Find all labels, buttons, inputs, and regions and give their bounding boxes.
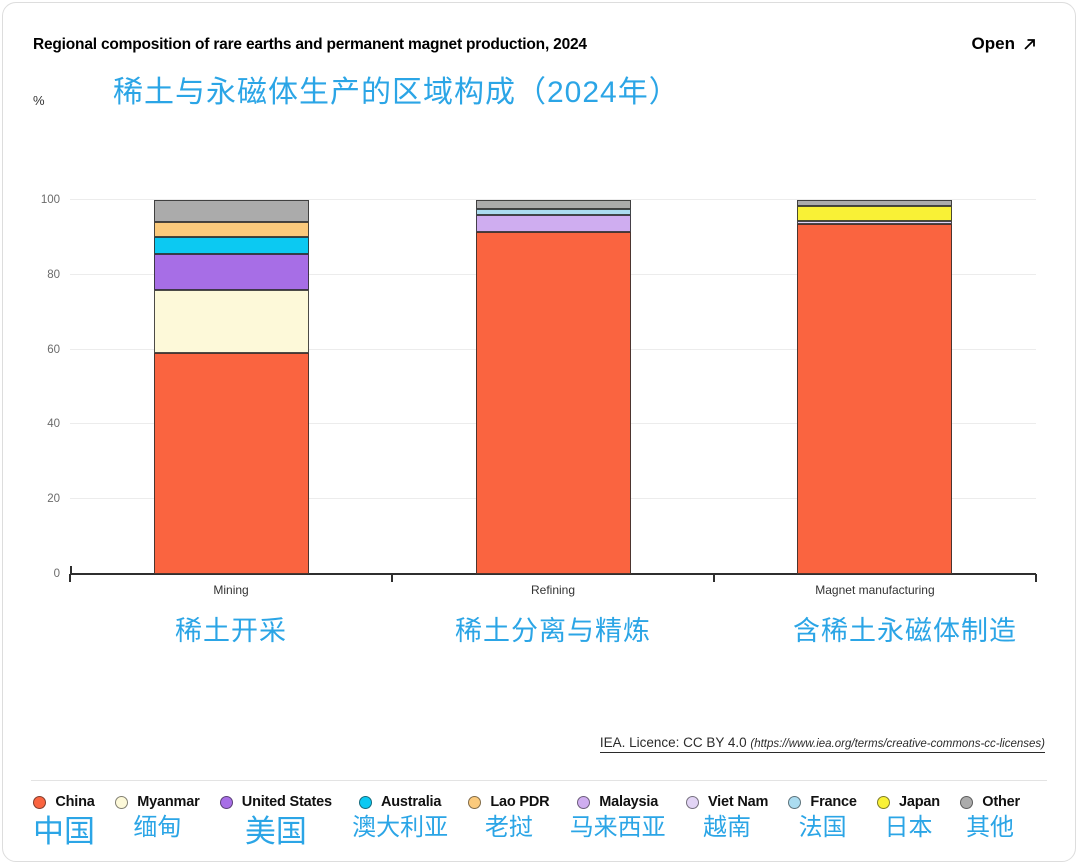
legend-item-japan[interactable]: Japan 日本	[877, 794, 940, 841]
x-axis-tick	[390, 574, 393, 582]
legend-label-zh: 法国	[798, 814, 847, 841]
legend-item-myanmar[interactable]: Myanmar 缅甸	[115, 794, 200, 841]
licence-note[interactable]: IEA. Licence: CC BY 4.0 (https://www.iea…	[599, 735, 1045, 753]
y-axis-tick-label: 60	[47, 343, 60, 356]
x-category-label-zh: 稀土分离与精炼	[455, 616, 651, 646]
legend-label-zh: 澳大利亚	[352, 814, 449, 841]
legend-dot-icon	[359, 795, 372, 809]
legend-row: Other	[960, 794, 1020, 810]
legend-dot-icon	[219, 795, 233, 809]
legend-dot-icon	[577, 795, 591, 809]
bar-segment-other[interactable]	[797, 200, 953, 206]
x-category-label-zh: 稀土开采	[175, 616, 288, 646]
legend-label: Malaysia	[599, 794, 659, 810]
y-axis-unit-label: %	[33, 93, 45, 108]
bar-segment-united-states[interactable]	[153, 254, 309, 290]
bar-segment-lao-pdr[interactable]	[153, 222, 309, 238]
bar-segment-other[interactable]	[475, 200, 631, 210]
legend-label-zh: 越南	[703, 814, 752, 841]
open-button[interactable]: Open	[966, 33, 1043, 55]
legend-label: Australia	[381, 794, 442, 810]
bar-magnet-manufacturing	[797, 200, 953, 574]
legend-label-zh: 马来西亚	[569, 814, 666, 841]
legend-label: China	[55, 794, 95, 810]
gridline-100	[70, 199, 1036, 200]
bar-segment-china[interactable]	[153, 353, 309, 574]
legend-label: Japan	[899, 794, 940, 810]
legend-dot-icon	[788, 795, 802, 809]
x-category-label-zh: 含稀土永磁体制造	[792, 616, 1017, 646]
x-category-label: Refining	[530, 583, 576, 597]
legend-item-other[interactable]: Other 其他	[960, 794, 1020, 841]
legend-label: Lao PDR	[490, 794, 550, 810]
plot-area: 0 20 40 60 80 100 Mining 稀土开采 Refining 稀土分离与精炼 Mag…	[41, 194, 1037, 646]
open-button-label: Open	[971, 34, 1015, 53]
legend-item-lao-pdr[interactable]: Lao PDR 老挝	[468, 794, 550, 841]
legend-label: Viet Nam	[707, 794, 769, 810]
legend-item-china[interactable]: China 中国	[33, 794, 95, 849]
y-axis-tick-label: 40	[47, 418, 60, 431]
legend-row: Australia	[359, 794, 441, 810]
licence-text: IEA. Licence: CC BY 4.0	[599, 735, 751, 750]
legend-dot-icon	[877, 795, 891, 809]
legend-dot-icon	[33, 795, 47, 809]
bar-mining	[153, 200, 309, 574]
legend-dot-icon	[468, 795, 482, 809]
legend-label: United States	[241, 794, 332, 810]
legend-divider	[31, 780, 1047, 781]
legend-item-viet-nam[interactable]: Viet Nam 越南	[685, 794, 769, 841]
bar-segment-viet-nam[interactable]	[797, 220, 953, 225]
y-axis-stub	[70, 566, 72, 574]
legend-row: Japan	[877, 794, 940, 810]
legend-item-france[interactable]: France 法国	[788, 794, 857, 841]
x-axis-tick	[69, 574, 71, 582]
legend-label-zh: 美国	[244, 814, 307, 849]
legend-row: France	[788, 794, 857, 810]
legend-label-zh: 日本	[884, 814, 933, 841]
chart-title: Regional composition of rare earths and …	[33, 36, 587, 53]
legend-row: Malaysia	[577, 794, 658, 810]
bar-segment-france[interactable]	[475, 209, 631, 215]
x-category-label: Magnet manufacturing	[815, 583, 935, 597]
legend-label-zh: 其他	[966, 814, 1015, 841]
bar-segment-australia[interactable]	[153, 237, 309, 255]
legend-row: Viet Nam	[685, 794, 769, 810]
legend-dot-icon	[115, 795, 129, 809]
legend-row: China	[33, 794, 95, 810]
bar-segment-china[interactable]	[797, 224, 953, 574]
legend-label: Myanmar	[137, 794, 200, 810]
bar-refining	[475, 200, 631, 574]
x-axis-tick	[713, 574, 716, 582]
legend-label-zh: 中国	[33, 814, 95, 849]
bar-segment-japan[interactable]	[797, 205, 953, 221]
bar-segment-china[interactable]	[475, 231, 631, 574]
y-axis-tick-label: 20	[47, 493, 60, 506]
legend-row: Lao PDR	[468, 794, 550, 810]
legend-row: United States	[219, 794, 332, 810]
legend-row: Myanmar	[115, 794, 200, 810]
y-axis-tick-label: 0	[53, 568, 60, 580]
legend-item-united-states[interactable]: United States 美国	[219, 794, 332, 849]
legend-item-australia[interactable]: Australia 澳大利亚	[352, 794, 448, 841]
legend-dot-icon	[960, 795, 974, 809]
legend-label-zh: 老挝	[484, 814, 533, 841]
x-axis-line	[70, 573, 1036, 575]
x-axis-tick	[1035, 574, 1037, 582]
external-link-icon	[1022, 37, 1037, 52]
bar-segment-myanmar[interactable]	[153, 289, 309, 354]
chart-legend: China 中国 Myanmar 缅甸 United States 美国 Australia…	[33, 794, 1020, 849]
bar-segment-malaysia[interactable]	[475, 214, 631, 232]
y-axis-tick-label: 80	[47, 268, 60, 281]
y-axis-tick-label: 100	[40, 194, 60, 206]
legend-item-malaysia[interactable]: Malaysia 马来西亚	[570, 794, 666, 841]
legend-label-zh: 缅甸	[133, 814, 182, 841]
chart-title-translation-zh: 稀土与永磁体生产的区域构成（2024年）	[113, 76, 680, 109]
legend-dot-icon	[685, 795, 699, 809]
x-category-label: Mining	[213, 583, 249, 597]
legend-label: Other	[982, 794, 1020, 810]
licence-url: (https://www.iea.org/terms/creative-comm…	[750, 738, 1045, 750]
legend-label: France	[810, 794, 857, 810]
bar-segment-other[interactable]	[153, 200, 309, 223]
